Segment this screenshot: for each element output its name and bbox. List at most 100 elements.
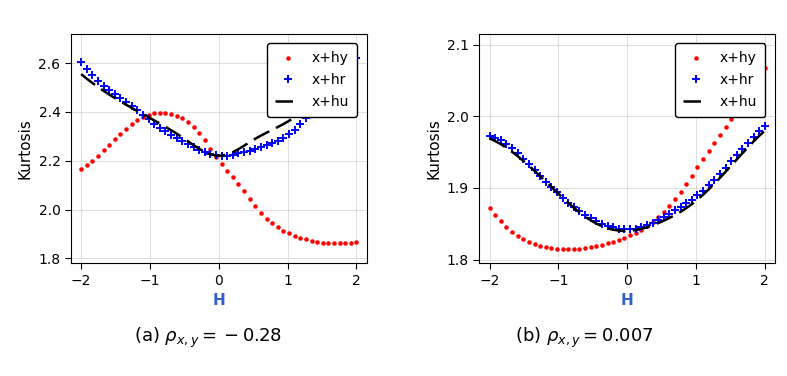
x+hu: [524, 164, 534, 168]
x+hy: [105, 143, 114, 147]
x+hu: [257, 133, 266, 138]
x+hy: [732, 107, 741, 112]
x+hy: [648, 220, 657, 224]
x+hy: [586, 245, 596, 249]
x+hy: [121, 127, 131, 131]
x+hu: [183, 139, 193, 144]
x+hr: [575, 209, 584, 214]
Line: x+hr: x+hr: [77, 54, 360, 160]
x+hr: [569, 205, 578, 209]
x+hy: [737, 97, 747, 102]
x+hy: [496, 219, 505, 224]
x+hu: [346, 79, 356, 83]
x+hu: [189, 143, 198, 147]
x+hr: [121, 100, 131, 105]
x+hr: [682, 201, 691, 206]
x+hu: [110, 96, 120, 100]
x+hy: [524, 240, 534, 244]
x+hr: [155, 125, 164, 130]
x+hr: [513, 151, 523, 155]
x+hr: [335, 73, 345, 77]
x+hy: [228, 175, 238, 180]
x+hu: [200, 150, 209, 154]
x+hy: [307, 238, 316, 243]
x+hr: [732, 153, 741, 157]
x+hu: [710, 182, 719, 186]
x+hy: [329, 241, 338, 246]
Line: x+hu: x+hu: [490, 130, 765, 231]
x+hu: [743, 145, 752, 150]
x+hy: [82, 163, 91, 168]
x+hr: [558, 195, 567, 200]
x+hy: [245, 196, 254, 201]
x+hy: [519, 237, 528, 241]
Legend: x+hy, x+hr, x+hu: x+hy, x+hr, x+hu: [267, 43, 357, 117]
Text: (b) $\rho_{x,y} = 0.007$: (b) $\rho_{x,y} = 0.007$: [515, 326, 653, 350]
x+hu: [312, 100, 322, 104]
x+hr: [580, 213, 589, 217]
x+hr: [178, 139, 187, 144]
Line: x+hu: x+hu: [81, 74, 357, 156]
x+hr: [603, 223, 612, 228]
x+hu: [139, 112, 148, 117]
x+hu: [250, 136, 260, 141]
x+hr: [519, 156, 528, 161]
x+hy: [698, 156, 708, 161]
x+hr: [619, 227, 629, 232]
x+hy: [592, 244, 601, 248]
x+hu: [273, 125, 283, 129]
x+hr: [245, 149, 254, 153]
x+hr: [485, 134, 494, 139]
x+hu: [341, 82, 350, 86]
x+hr: [631, 226, 641, 231]
x+hr: [183, 142, 193, 147]
x+hr: [715, 171, 725, 176]
x+hu: [760, 128, 770, 133]
x+hu: [76, 72, 86, 76]
x+hu: [614, 228, 623, 233]
x+hy: [290, 233, 299, 238]
x+hu: [569, 206, 578, 210]
x+hy: [631, 230, 641, 235]
x+hy: [211, 155, 220, 159]
Y-axis label: Kurtosis: Kurtosis: [426, 118, 442, 179]
x+hu: [726, 164, 736, 168]
x+hr: [205, 152, 215, 156]
x+hr: [501, 141, 511, 146]
x+hy: [642, 224, 652, 228]
x+hy: [637, 227, 646, 232]
x+hr: [194, 147, 204, 152]
x+hy: [205, 146, 215, 151]
x+hy: [569, 247, 578, 251]
x+hr: [592, 219, 601, 223]
x+hy: [541, 245, 550, 250]
x+hy: [223, 169, 232, 173]
Legend: x+hy, x+hr, x+hu: x+hy, x+hr, x+hu: [675, 43, 765, 117]
x+hu: [94, 85, 103, 89]
x+hu: [290, 115, 299, 120]
x+hu: [301, 108, 311, 112]
x+hr: [150, 121, 159, 126]
x+hu: [116, 99, 125, 104]
x+hr: [273, 138, 283, 143]
x+hy: [341, 241, 350, 246]
x+hr: [161, 129, 170, 133]
x+hu: [653, 221, 663, 225]
x+hy: [676, 190, 685, 194]
x+hu: [121, 103, 131, 107]
x+hu: [715, 176, 725, 180]
x+hy: [318, 240, 327, 245]
x+hu: [234, 147, 243, 152]
x+hr: [614, 226, 623, 231]
Line: x+hy: x+hy: [76, 109, 361, 248]
x+hr: [279, 135, 288, 140]
x+hr: [726, 159, 736, 164]
x+hr: [642, 223, 652, 227]
x+hu: [150, 118, 159, 123]
x+hy: [552, 247, 562, 251]
x+hr: [341, 66, 350, 71]
x+hr: [296, 122, 305, 126]
x+hu: [659, 218, 668, 223]
x+hu: [732, 157, 741, 162]
x+hu: [626, 229, 635, 233]
